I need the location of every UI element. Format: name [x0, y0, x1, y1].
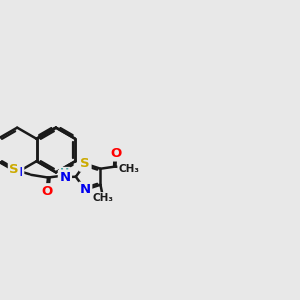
Text: S: S [80, 157, 90, 170]
Text: H: H [60, 168, 70, 178]
Text: O: O [41, 185, 52, 198]
Text: CH₃: CH₃ [118, 164, 140, 174]
Text: N: N [12, 166, 23, 179]
Text: CH₃: CH₃ [93, 194, 114, 203]
Text: O: O [110, 147, 122, 160]
Text: N: N [80, 183, 91, 196]
Text: N: N [59, 171, 70, 184]
Text: S: S [9, 163, 19, 176]
